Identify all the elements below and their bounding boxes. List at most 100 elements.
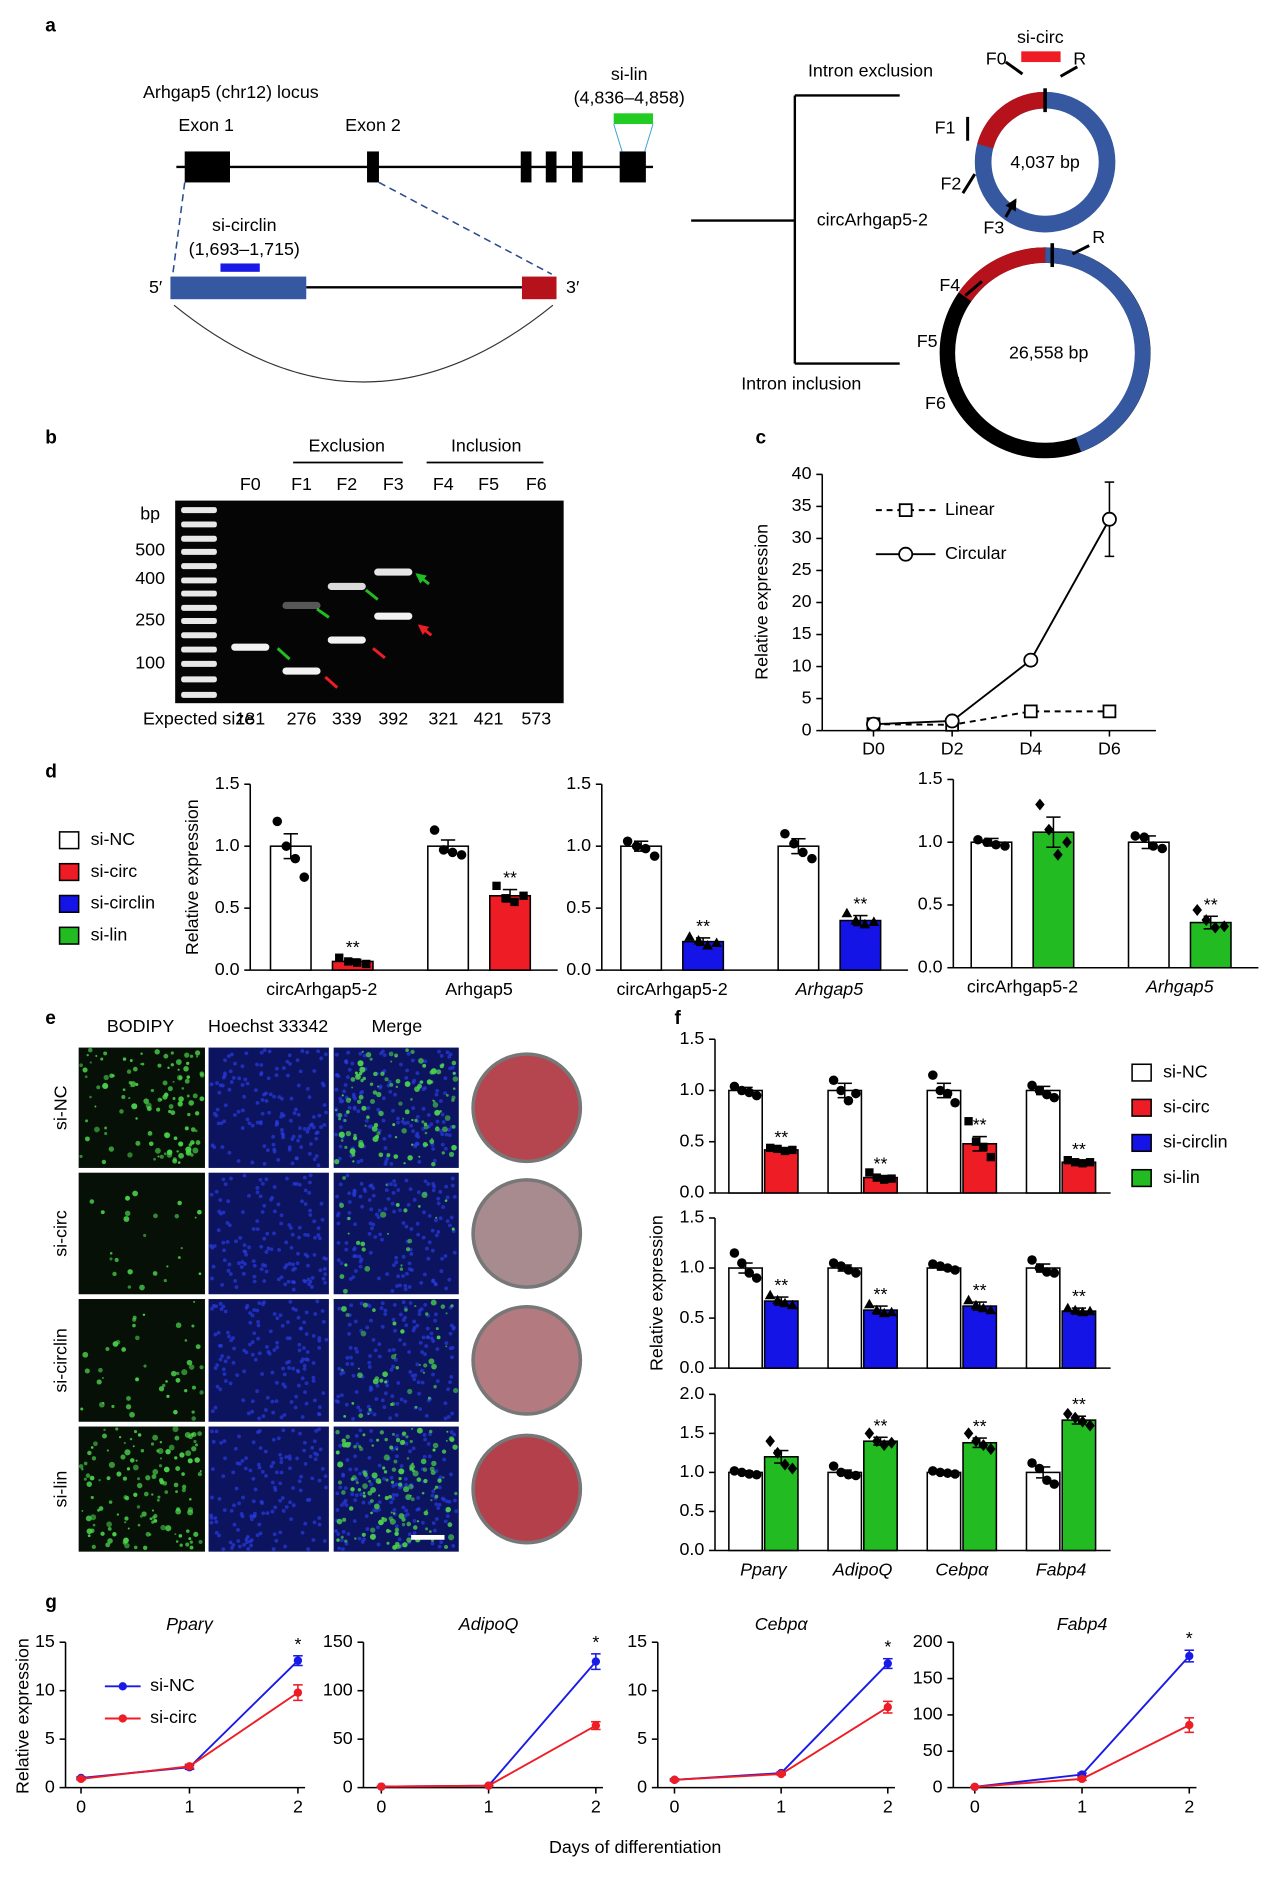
nucleus [355, 1442, 360, 1447]
data-point [293, 1656, 303, 1665]
lipid [135, 1459, 138, 1462]
nucleus [338, 1485, 343, 1490]
stain-label: BODIPY [107, 1016, 175, 1036]
y-tick-label: 0 [933, 1776, 943, 1796]
lipid [150, 1088, 155, 1093]
nucleus [321, 1083, 326, 1088]
sample-band [231, 643, 270, 651]
nucleus [431, 1279, 435, 1284]
lipid [430, 1539, 435, 1543]
nucleus [221, 1474, 226, 1479]
nucleus [394, 1524, 399, 1529]
nucleus [257, 1301, 262, 1305]
nucleus [237, 1261, 241, 1266]
nucleus [354, 1467, 359, 1472]
nucleus [348, 1467, 353, 1472]
lipid [186, 1061, 190, 1065]
nucleus [288, 1118, 293, 1123]
nucleus [408, 1301, 413, 1305]
legend-label: si-NC [91, 829, 136, 849]
lipid [100, 1531, 105, 1536]
nucleus [414, 1141, 419, 1146]
lipid [137, 1523, 141, 1527]
lipid [174, 1435, 180, 1441]
nucleus [242, 1348, 247, 1353]
lipid [139, 1284, 145, 1291]
nucleus [374, 1397, 379, 1401]
x-tick-label: Cebpα [935, 1559, 989, 1579]
lipid [127, 1152, 133, 1158]
legend-swatch [1131, 1168, 1152, 1188]
lipid [96, 1379, 102, 1385]
nucleus [251, 1476, 256, 1481]
nucleus [298, 1069, 303, 1074]
lipid [394, 1135, 398, 1139]
lipid [376, 1085, 380, 1088]
nucleus [247, 1193, 251, 1198]
nucleus [350, 1061, 355, 1066]
lipid [189, 1540, 193, 1544]
nucleus [215, 1107, 220, 1112]
data-point [519, 891, 528, 900]
nucleus [297, 1182, 302, 1187]
data-point [1219, 920, 1230, 933]
x-tick-label: Arhgap5 [1145, 977, 1214, 997]
lipid [187, 1458, 193, 1464]
nucleus [339, 1261, 344, 1266]
nucleus [353, 1319, 358, 1324]
nucleus [231, 1076, 236, 1080]
nucleus [283, 1544, 288, 1549]
lipid [176, 1371, 180, 1376]
data-point [290, 853, 301, 864]
sirna-label: si-lin [611, 64, 648, 84]
lipid [347, 1216, 351, 1221]
exon [184, 151, 230, 183]
nucleus [336, 1211, 341, 1216]
lipid [173, 1482, 179, 1488]
y-tick-label: 0.5 [679, 1130, 704, 1150]
data-point [850, 915, 862, 925]
nucleus [391, 1364, 395, 1369]
nucleus [356, 1109, 361, 1114]
expected-size: 276 [287, 709, 317, 729]
nucleus [444, 1132, 449, 1137]
data-point [1185, 1720, 1194, 1730]
lipid [392, 1512, 396, 1515]
nucleus [448, 1331, 453, 1336]
branch-label: circArhgap5-2 [817, 209, 928, 229]
nucleus [297, 1225, 302, 1230]
panel-label: b [45, 428, 57, 449]
lipid [348, 1442, 351, 1445]
lipid [452, 1071, 456, 1075]
lipid [197, 1209, 202, 1215]
lipid [165, 1380, 168, 1383]
lipid [360, 1078, 364, 1083]
nucleus [262, 1144, 267, 1149]
data-point [787, 1299, 798, 1310]
nucleus [380, 1301, 385, 1306]
lipid [423, 1363, 428, 1368]
nucleus [221, 1304, 226, 1309]
nucleus [260, 1501, 265, 1505]
lipid [132, 1464, 139, 1471]
nucleus [250, 1313, 255, 1318]
legend-label: Circular [945, 543, 1007, 563]
lipid [392, 1545, 397, 1550]
lipid [191, 1324, 195, 1328]
lipid [159, 1440, 163, 1444]
lipid [395, 1365, 400, 1370]
nucleus [355, 1349, 360, 1354]
strand-end: 5′ [149, 277, 163, 297]
nucleus [389, 1475, 394, 1480]
nucleus [281, 1113, 286, 1118]
lipid [116, 1471, 122, 1477]
lipid [163, 1092, 169, 1098]
lipid [176, 1150, 179, 1153]
data-point [851, 1268, 861, 1278]
lipid [173, 1136, 178, 1141]
lane-label: F6 [526, 474, 547, 494]
primer: F1 [935, 118, 956, 138]
nucleus [302, 1175, 307, 1180]
lipid [159, 1457, 163, 1460]
nucleus [412, 1377, 417, 1382]
